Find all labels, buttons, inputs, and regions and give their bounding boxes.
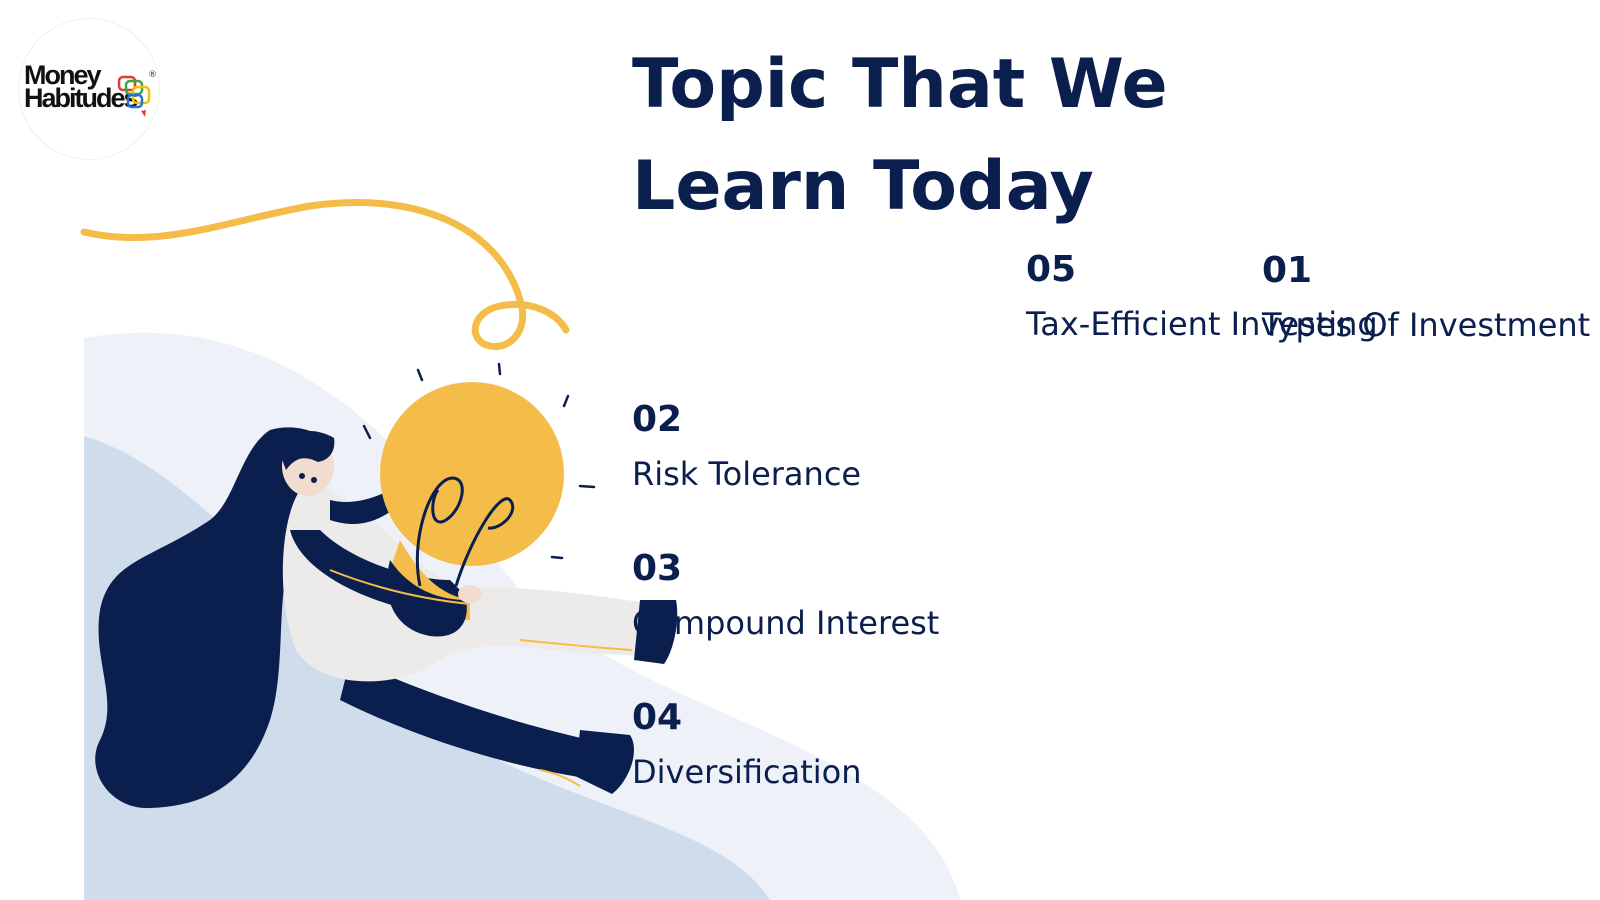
- topic-number: 01: [1262, 250, 1313, 291]
- topic-item-04: 04 Diversification: [632, 697, 862, 791]
- registered-mark: ®: [148, 70, 157, 80]
- topic-number: 02: [632, 399, 683, 440]
- topic-label: Tax-Efficient Investing: [1026, 305, 1378, 343]
- topic-label: Diversification: [632, 753, 862, 791]
- topic-item-03: 03 Compound Interest: [632, 548, 939, 642]
- woman-holding-lightbulb-illustration: [80, 199, 960, 900]
- topic-item-02: 02 Risk Tolerance: [632, 399, 861, 493]
- topic-number: 04: [632, 697, 683, 738]
- topic-item-01: 01 Types Of Investment: [1262, 250, 1590, 344]
- money-habitudes-logo: Money Habitudes ®: [18, 18, 160, 160]
- slide-title: Topic That We Learn Today: [632, 45, 1168, 226]
- logo-speech-bubbles-icon: [117, 75, 151, 117]
- topic-item-05: 05 Tax-Efficient Investing: [1026, 249, 1378, 343]
- topic-label: Risk Tolerance: [632, 455, 862, 493]
- topic-number: 05: [1026, 249, 1077, 290]
- topic-label: Compound Interest: [632, 604, 940, 642]
- topic-label: Types Of Investment: [1262, 306, 1591, 344]
- topic-number: 03: [632, 548, 683, 589]
- logo-text-line-1: Money: [24, 60, 102, 90]
